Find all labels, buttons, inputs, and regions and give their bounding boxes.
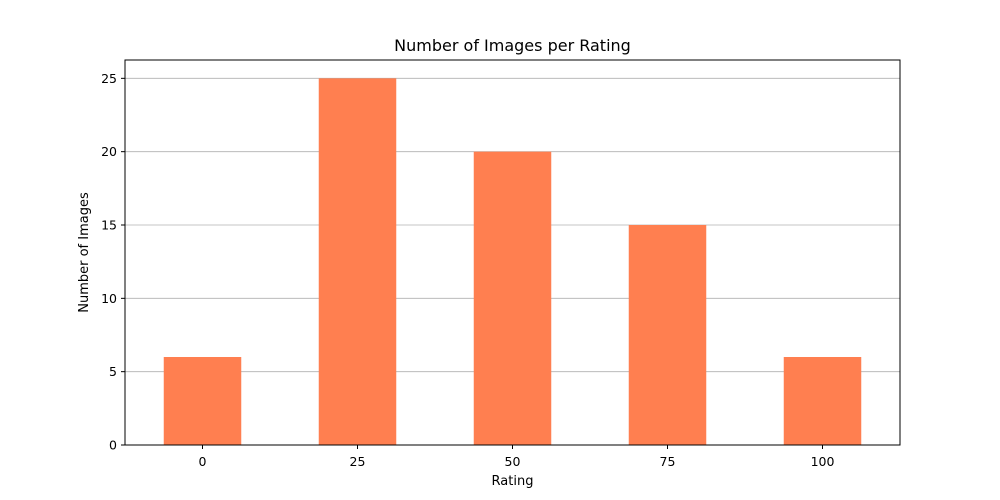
x-axis-ticks: 0 25 50 75 100 xyxy=(199,445,835,469)
y-tick-label: 10 xyxy=(101,291,117,306)
bars-layer xyxy=(163,78,862,445)
y-tick-label: 15 xyxy=(101,218,117,233)
chart-title: Number of Images per Rating xyxy=(394,36,631,55)
bar-0 xyxy=(163,357,242,445)
x-tick-label: 0 xyxy=(199,454,207,469)
y-tick-label: 25 xyxy=(101,71,117,86)
y-axis-label: Number of Images xyxy=(77,192,92,313)
bar-25 xyxy=(318,78,397,445)
x-axis-label: Rating xyxy=(492,474,534,489)
bar-100 xyxy=(783,357,862,445)
x-tick-label: 25 xyxy=(350,454,366,469)
bar-50 xyxy=(473,151,552,445)
x-tick-label: 75 xyxy=(660,454,676,469)
y-axis-ticks: 0 5 10 15 20 25 xyxy=(101,71,125,453)
y-tick-label: 20 xyxy=(101,144,117,159)
y-tick-label: 0 xyxy=(109,438,117,453)
x-tick-label: 100 xyxy=(811,454,835,469)
bar-75 xyxy=(628,225,707,445)
x-tick-label: 50 xyxy=(505,454,521,469)
y-tick-label: 5 xyxy=(109,364,117,379)
